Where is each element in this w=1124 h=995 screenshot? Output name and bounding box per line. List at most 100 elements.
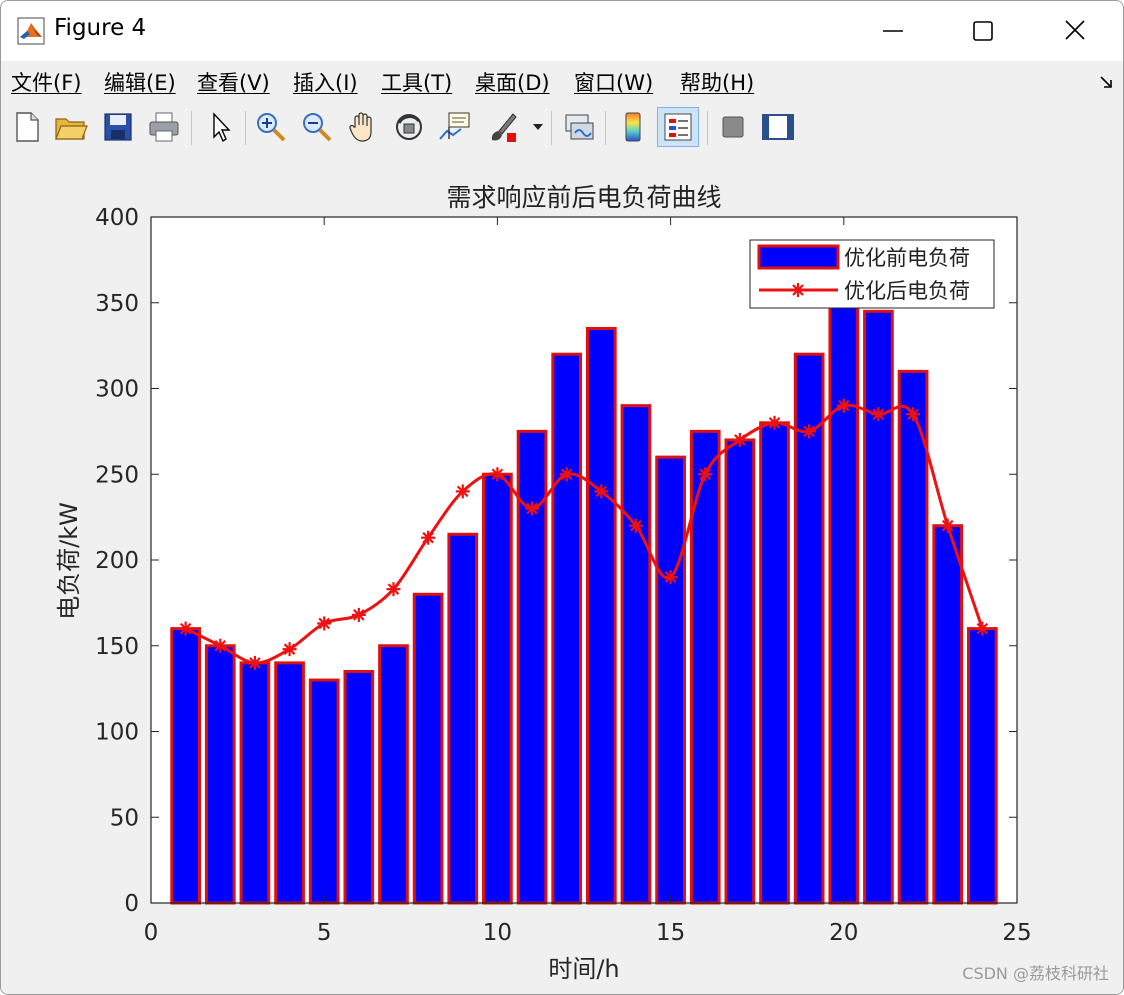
save-icon[interactable] <box>100 109 136 145</box>
marker-after-11 <box>525 501 540 516</box>
menu-window[interactable]: 窗口(W) <box>574 71 654 95</box>
bar-before-5 <box>308 678 340 905</box>
pan-hand-icon[interactable] <box>345 109 381 145</box>
marker-after-21 <box>871 407 886 422</box>
link-plot-icon[interactable] <box>561 109 597 145</box>
bar-before-17 <box>724 438 756 905</box>
bar-before-22 <box>897 369 929 905</box>
marker-after-22 <box>906 407 921 422</box>
legend-swatch-bar <box>757 244 840 270</box>
matlab-logo-icon <box>17 17 45 45</box>
toolbar-separator <box>605 111 606 145</box>
marker-after-17 <box>732 432 747 447</box>
y-axis-label: 电负荷/kW <box>55 502 83 620</box>
marker-after-4 <box>282 642 297 657</box>
menu-bar: 文件(F) 编辑(E) 查看(V) 插入(I) 工具(T) 桌面(D) 窗口(W… <box>1 61 1123 101</box>
x-tick-label: 20 <box>829 920 858 946</box>
y-tick-label: 0 <box>124 891 139 917</box>
open-file-icon[interactable] <box>53 109 89 145</box>
bar-before-1 <box>170 627 201 905</box>
brush-icon[interactable] <box>485 109 521 145</box>
rotate-3d-icon[interactable] <box>391 109 427 145</box>
toolbar-separator <box>551 111 552 145</box>
chart-title: 需求响应前后电负荷曲线 <box>446 183 721 212</box>
marker-after-20 <box>836 398 851 413</box>
marker-after-15 <box>663 570 678 585</box>
figure-canvas[interactable]: 0 5 10 15 20 25 0 50 100 150 200 250 300 350 400 需求响应前… <box>1 153 1123 994</box>
bar-before-3 <box>239 661 271 905</box>
marker-after-16 <box>698 467 713 482</box>
legend[interactable]: 优化前电负荷 优化后电负荷 <box>749 239 995 309</box>
x-tick-label: 15 <box>656 920 685 946</box>
menu-view[interactable]: 查看(V) <box>197 71 270 95</box>
bar-before-10 <box>482 472 513 905</box>
bar-before-4 <box>274 661 305 905</box>
hide-plot-tools-icon[interactable] <box>715 109 751 145</box>
bar-before-21 <box>863 309 894 905</box>
bar-before-8 <box>412 592 444 905</box>
zoom-out-icon[interactable] <box>299 109 335 145</box>
toolbar-separator <box>245 111 246 145</box>
dock-figure-icon[interactable] <box>1097 73 1115 91</box>
watermark-text: CSDN @荔枝科研社 <box>962 964 1109 983</box>
menu-file[interactable]: 文件(F) <box>11 71 82 95</box>
marker-after-2 <box>213 638 228 653</box>
print-icon[interactable] <box>146 109 182 145</box>
close-button[interactable] <box>1053 13 1097 49</box>
marker-after-3 <box>247 655 262 670</box>
toolbar-separator <box>191 111 192 145</box>
bar-before-9 <box>447 532 479 905</box>
y-tick-label: 50 <box>110 805 139 831</box>
toolbar-separator <box>707 111 708 145</box>
marker-after-1 <box>178 621 193 636</box>
legend-toggle[interactable] <box>657 107 699 147</box>
menu-help[interactable]: 帮助(H) <box>680 71 755 95</box>
x-axis-label: 时间/h <box>548 955 619 983</box>
legend-swatch-marker <box>791 283 805 297</box>
marker-after-14 <box>628 518 643 533</box>
bar-before-7 <box>378 644 409 905</box>
select-arrow-icon[interactable] <box>203 109 239 145</box>
data-cursor-icon[interactable] <box>437 109 473 145</box>
minimize-button[interactable] <box>871 13 915 49</box>
bar-before-6 <box>343 669 375 905</box>
maximize-button[interactable] <box>961 13 1005 49</box>
title-bar: Figure 4 <box>1 1 1123 61</box>
show-plot-tools-icon[interactable] <box>760 109 796 145</box>
legend-icon <box>664 113 692 141</box>
bar-before-13 <box>585 326 617 905</box>
x-tick-label: 5 <box>317 920 332 946</box>
bar-before-12 <box>551 352 583 905</box>
bar-before-18 <box>759 421 790 905</box>
colorbar-icon[interactable] <box>615 109 651 145</box>
y-tick-label: 200 <box>95 548 139 574</box>
y-tick-label: 400 <box>95 205 139 231</box>
zoom-in-icon[interactable] <box>253 109 289 145</box>
y-tick-label: 150 <box>95 634 139 660</box>
y-tick-label: 100 <box>95 720 139 746</box>
menu-desktop[interactable]: 桌面(D) <box>475 71 550 95</box>
y-tick-label: 350 <box>95 291 139 317</box>
bar-before-2 <box>204 644 236 905</box>
legend-label-before: 优化前电负荷 <box>844 246 970 270</box>
bar-before-24 <box>967 627 998 905</box>
menu-edit[interactable]: 编辑(E) <box>104 71 176 95</box>
y-tick-label: 250 <box>95 462 139 488</box>
marker-after-7 <box>386 582 401 597</box>
marker-after-19 <box>802 424 817 439</box>
brush-dropdown-icon[interactable] <box>531 121 545 133</box>
marker-after-12 <box>559 467 574 482</box>
marker-after-23 <box>940 518 955 533</box>
new-figure-icon[interactable] <box>9 109 45 145</box>
menu-tools[interactable]: 工具(T) <box>381 71 453 95</box>
y-tick-label: 300 <box>95 377 139 403</box>
marker-after-18 <box>767 415 782 430</box>
x-tick-label: 0 <box>144 920 159 946</box>
menu-insert[interactable]: 插入(I) <box>293 71 358 95</box>
bar-before-15 <box>655 455 686 905</box>
x-tick-label: 10 <box>483 920 512 946</box>
marker-after-24 <box>975 621 990 636</box>
marker-after-13 <box>594 484 609 499</box>
